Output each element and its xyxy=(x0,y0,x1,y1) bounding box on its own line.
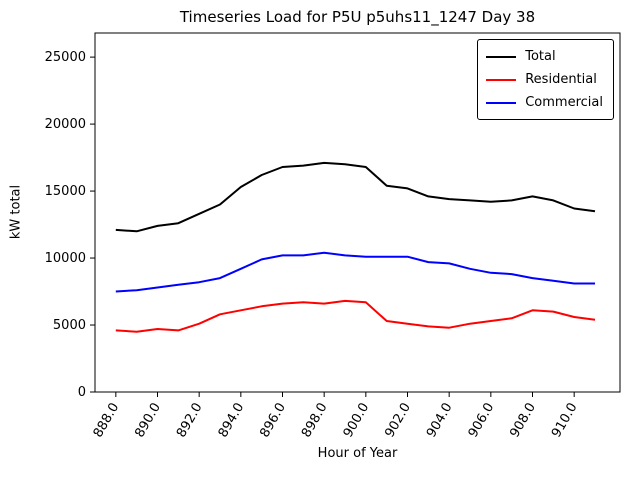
x-tick-label: 904.0 xyxy=(424,401,456,441)
y-tick-label: 5000 xyxy=(53,318,86,333)
total-line-swatch xyxy=(486,55,517,58)
y-tick-label: 20000 xyxy=(45,117,86,132)
chart-title: Timeseries Load for P5U p5uhs11_1247 Day… xyxy=(179,8,536,26)
x-tick-label: 890.0 xyxy=(132,401,164,441)
x-tick-label: 900.0 xyxy=(341,401,373,441)
x-tick-label: 892.0 xyxy=(174,401,206,441)
legend-item-total: Total xyxy=(486,45,603,68)
y-tick-label: 10000 xyxy=(45,251,86,266)
residential-line-swatch xyxy=(486,78,517,81)
x-tick-label: 898.0 xyxy=(299,401,331,441)
x-axis-label: Hour of Year xyxy=(317,446,398,461)
x-tick-label: 910.0 xyxy=(549,401,581,441)
legend-item-commercial: Commercial xyxy=(486,91,603,114)
legend-label-residential: Residential xyxy=(525,72,597,87)
legend-label-total: Total xyxy=(525,49,556,64)
legend-label-commercial: Commercial xyxy=(525,95,603,110)
x-tick-label: 894.0 xyxy=(216,401,248,441)
legend: Total Residential Commercial xyxy=(477,39,614,120)
x-tick-label: 906.0 xyxy=(466,401,498,441)
x-tick-label: 888.0 xyxy=(91,401,123,441)
axes-frame xyxy=(94,32,621,393)
total-line xyxy=(115,161,596,233)
commercial-line-swatch xyxy=(486,101,517,104)
residential-line xyxy=(115,299,596,333)
x-tick-label: 902.0 xyxy=(382,401,414,441)
x-tick-label: 896.0 xyxy=(257,401,289,441)
y-tick-label: 25000 xyxy=(45,50,86,65)
y-tick-label: 15000 xyxy=(45,184,86,199)
x-tick-label: 908.0 xyxy=(507,401,539,441)
legend-item-residential: Residential xyxy=(486,68,603,91)
y-tick-label: 0 xyxy=(78,385,86,400)
commercial-line xyxy=(115,251,595,293)
